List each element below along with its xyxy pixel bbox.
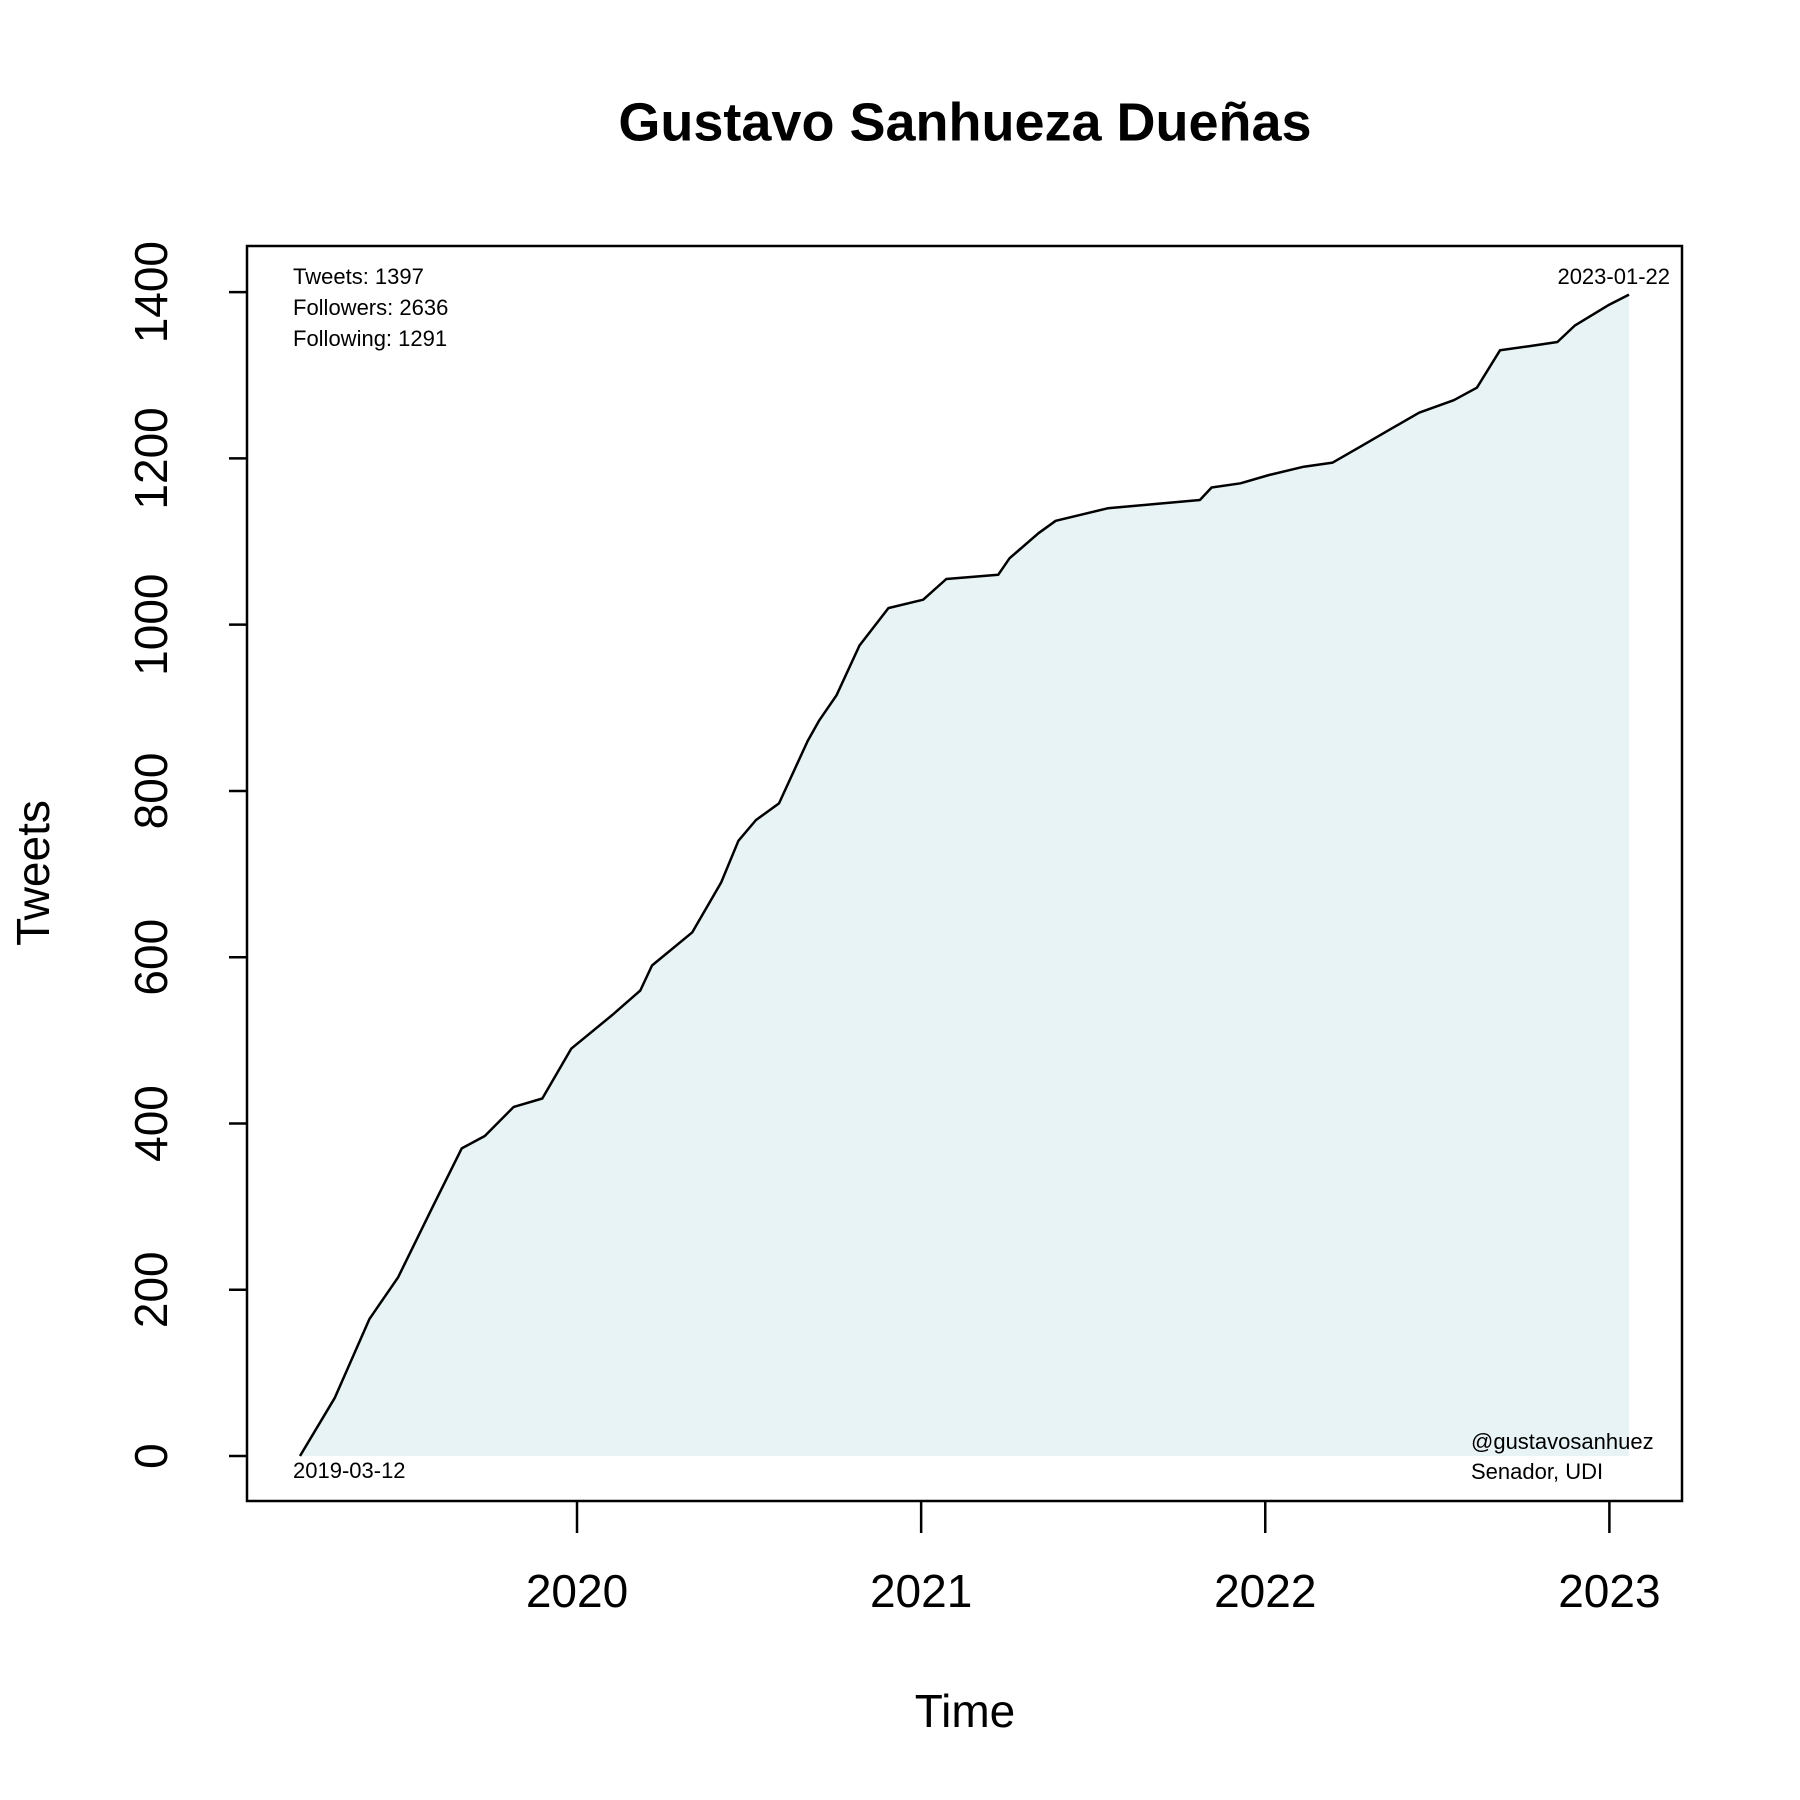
stat-text: Tweets: 1397	[293, 264, 424, 289]
y-tick-label: 800	[125, 753, 177, 830]
stat-text: Following: 1291	[293, 326, 447, 351]
y-tick-label: 200	[125, 1251, 177, 1328]
start-date: 2019-03-12	[293, 1458, 406, 1483]
line	[298, 293, 1630, 1457]
y-tick-label: 1000	[125, 574, 177, 676]
stat-text: Followers: 2636	[293, 295, 448, 320]
chart-title: Gustavo Sanhueza Dueñas	[618, 92, 1311, 152]
x-tick-label: 2021	[870, 1565, 972, 1617]
plot-frame	[245, 244, 1684, 1503]
x-tick-label: 2020	[526, 1565, 628, 1617]
x-axis-label: Time	[915, 1685, 1016, 1737]
y-tick-label: 400	[125, 1085, 177, 1162]
y-tick-label: 600	[125, 919, 177, 996]
area	[300, 294, 1629, 1457]
y-tick-label: 1400	[125, 241, 177, 343]
y-tick-label: 0	[125, 1443, 177, 1469]
account-text: @gustavosanhuez	[1471, 1429, 1654, 1454]
y-tick-label: 1200	[125, 407, 177, 509]
end-date: 2023-01-22	[1557, 264, 1670, 289]
account-text: Senador, UDI	[1471, 1459, 1603, 1484]
x-tick-label: 2022	[1214, 1565, 1316, 1617]
x-tick-label: 2023	[1558, 1565, 1660, 1617]
y-axis-label: Tweets	[7, 800, 59, 946]
